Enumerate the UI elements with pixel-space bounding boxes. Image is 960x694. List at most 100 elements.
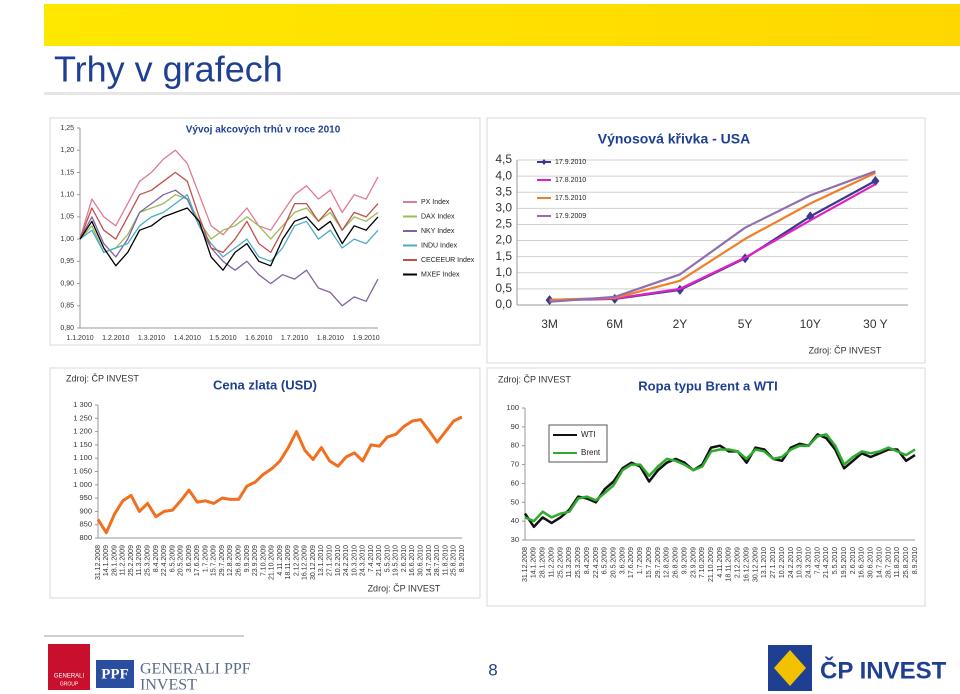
- x-tick-label: 1.1.2010: [66, 335, 93, 342]
- series-line: [79, 194, 379, 262]
- x-tick-label: 2Y: [673, 317, 688, 331]
- x-tick-label: 8.9.2010: [912, 547, 919, 574]
- y-tick-label: 1 150: [73, 440, 92, 449]
- y-tick-label: 0,90: [60, 280, 74, 287]
- x-tick-label: 1.3.2010: [138, 335, 165, 342]
- x-tick-label: 25.3.2009: [144, 545, 151, 576]
- x-tick-label: 3.6.2009: [186, 545, 193, 572]
- legend-box: [548, 424, 608, 463]
- x-tick-label: 23.9.2009: [690, 547, 697, 578]
- y-tick-label: 2,0: [495, 233, 512, 247]
- slide-title: Trhy v grafech: [54, 49, 283, 90]
- x-tick-label: 19.5.2010: [393, 545, 400, 576]
- y-tick-label: 1,00: [60, 236, 74, 243]
- y-tick-label: 40: [511, 516, 519, 525]
- x-tick-label: 15.7.2009: [211, 545, 218, 576]
- x-tick-label: 25.8.2010: [903, 547, 910, 578]
- y-tick-label: 1 050: [73, 466, 92, 475]
- series-marker: [871, 175, 880, 186]
- x-tick-label: 23.9.2009: [252, 545, 259, 576]
- x-tick-label: 30.6.2010: [417, 545, 424, 576]
- y-tick-label: 60: [511, 478, 519, 487]
- x-tick-label: 2.6.2010: [401, 545, 408, 572]
- title-rule: [44, 92, 960, 95]
- x-tick-label: 5.5.2010: [384, 545, 391, 572]
- x-tick-label: 12.8.2009: [664, 547, 671, 578]
- x-tick-label: 7.10.2009: [699, 547, 706, 578]
- legend-label: 17.9.2010: [555, 159, 586, 166]
- logo-text: GROUP: [60, 681, 79, 687]
- series-line: [524, 433, 916, 523]
- y-tick-label: 0,80: [60, 325, 74, 332]
- x-tick-label: 1.9.2010: [352, 335, 379, 342]
- x-tick-label: 1.7.2010: [281, 335, 308, 342]
- x-tick-label: 18.11.2009: [726, 547, 733, 582]
- x-tick-label: 30.6.2010: [868, 547, 875, 578]
- logo-text: ČP INVEST: [820, 656, 947, 684]
- x-tick-label: 31.12.2008: [522, 547, 529, 582]
- x-tick-label: 7.4.2010: [814, 547, 821, 574]
- x-tick-label: 16.12.2009: [743, 547, 750, 582]
- x-tick-label: 5.5.2010: [832, 547, 839, 574]
- x-tick-label: 9.9.2009: [681, 547, 688, 574]
- chart-source: Zdroj: ČP INVEST: [368, 583, 441, 593]
- chart-title: Výnosová křivka - USA: [598, 131, 751, 147]
- series-line: [96, 415, 463, 535]
- x-tick-label: 25.8.2010: [451, 545, 458, 576]
- x-tick-label: 14.7.2010: [426, 545, 433, 576]
- x-tick-label: 10.3.2010: [797, 547, 804, 578]
- y-tick-label: 1,5: [495, 249, 512, 263]
- x-tick-label: 29.7.2009: [219, 545, 226, 576]
- x-tick-label: 11.2.2009: [548, 547, 555, 578]
- logo-text: GENERALI: [54, 674, 85, 680]
- x-tick-label: 28.7.2010: [885, 547, 892, 578]
- x-tick-label: 3M: [541, 317, 558, 331]
- x-tick-label: 29.7.2009: [655, 547, 662, 578]
- x-tick-label: 24.3.2010: [360, 545, 367, 576]
- y-tick-label: 1,10: [60, 192, 74, 199]
- chart-title: Vývoj akcových trhů v roce 2010: [186, 124, 341, 136]
- x-tick-label: 2.12.2009: [735, 547, 742, 578]
- y-tick-label: 90: [511, 422, 519, 431]
- x-tick-label: 13.1.2010: [761, 547, 768, 578]
- x-tick-label: 30.12.2009: [752, 547, 759, 582]
- x-tick-label: 25.2.2009: [128, 545, 135, 576]
- x-tick-label: 24.3.2010: [805, 547, 812, 578]
- x-tick-label: 11.3.2009: [136, 545, 143, 576]
- x-tick-label: 25.3.2009: [575, 547, 582, 578]
- series-line: [79, 194, 379, 254]
- x-tick-label: 1.5.2010: [209, 335, 236, 342]
- x-tick-label: 20.5.2009: [610, 547, 617, 578]
- series-line: [79, 207, 379, 271]
- y-tick-label: 4,0: [495, 168, 512, 182]
- x-tick-label: 20.5.2009: [178, 545, 185, 576]
- series-line: [79, 189, 379, 307]
- x-tick-label: 27.1.2010: [770, 547, 777, 578]
- x-tick-label: 4.11.2009: [717, 547, 724, 578]
- x-tick-label: 16.6.2010: [859, 547, 866, 578]
- x-tick-label: 15.7.2009: [646, 547, 653, 578]
- cp-emblem-mark: [774, 650, 806, 686]
- chart-panel: [486, 367, 926, 607]
- x-tick-label: 6.5.2009: [169, 545, 176, 572]
- header-bar: [44, 4, 960, 46]
- y-tick-label: 1 200: [73, 427, 92, 436]
- x-tick-label: 8.4.2009: [153, 545, 160, 572]
- legend-label: INDU Index: [421, 242, 458, 249]
- y-tick-label: 900: [79, 506, 92, 515]
- chart-panel: [49, 367, 481, 599]
- x-tick-label: 5Y: [738, 317, 753, 331]
- legend-label: MXEF Index: [421, 271, 460, 278]
- x-tick-label: 18.11.2009: [285, 545, 292, 580]
- x-tick-label: 14.1.2009: [103, 545, 110, 576]
- legend-label: PX Index: [421, 199, 450, 206]
- x-tick-label: 8.9.2010: [459, 545, 466, 572]
- y-tick-label: 1 000: [73, 480, 92, 489]
- x-tick-label: 1.6.2010: [245, 335, 272, 342]
- x-tick-label: 6.5.2009: [602, 547, 609, 574]
- x-tick-label: 12.8.2009: [227, 545, 234, 576]
- series-line: [79, 171, 379, 254]
- x-tick-label: 10.2.2010: [779, 547, 786, 578]
- x-tick-label: 11.2.2009: [120, 545, 127, 576]
